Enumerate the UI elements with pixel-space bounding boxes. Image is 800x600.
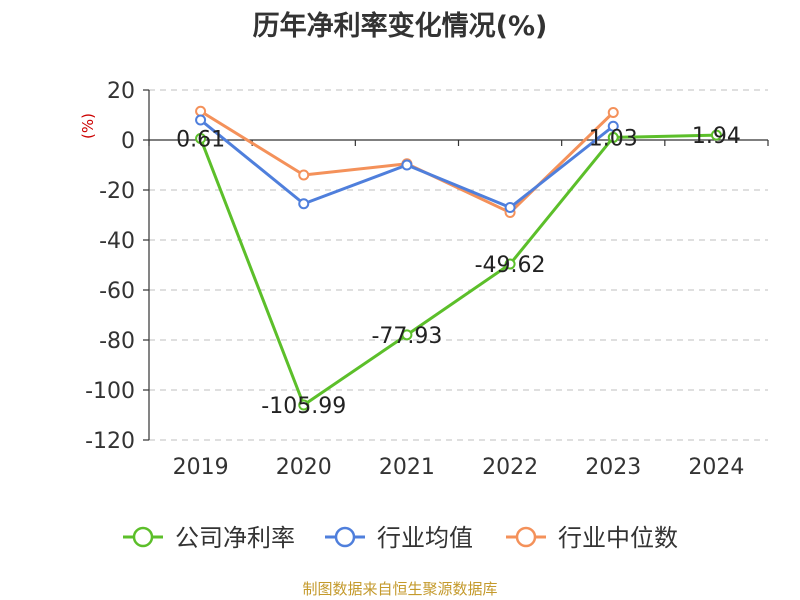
series-line: [199, 133, 717, 407]
y-tick-label: -20: [99, 179, 135, 204]
data-label: 0.61: [176, 127, 225, 152]
y-tick-label: 20: [107, 79, 135, 104]
data-label: -77.93: [371, 324, 442, 349]
data-label: -49.62: [475, 253, 546, 278]
legend-label: 公司净利率: [175, 524, 295, 552]
data-point: [298, 198, 310, 210]
data-label: 1.03: [589, 126, 638, 151]
y-tick-label: -60: [99, 279, 135, 304]
data-point: [195, 132, 207, 144]
y-tick-label: -120: [85, 429, 135, 454]
data-point: [195, 105, 207, 117]
legend-label: 行业均值: [377, 524, 473, 552]
chart-title: 历年净利率变化情况(%): [252, 11, 548, 42]
data-label: 1.94: [692, 124, 741, 149]
legend-marker: [132, 526, 154, 548]
legend-label: 行业中位数: [558, 524, 678, 552]
data-point: [298, 399, 310, 411]
data-point: [504, 202, 516, 213]
data-label: -105.99: [261, 394, 346, 419]
legend-marker: [515, 526, 537, 548]
data-point: [401, 159, 413, 171]
y-tick-label: -80: [99, 329, 135, 354]
x-tick-label: 2019: [173, 455, 229, 480]
data-point: [195, 114, 207, 126]
data-point: [607, 120, 619, 132]
data-point: [298, 169, 310, 181]
legend-marker: [334, 526, 356, 548]
y-tick-label: -40: [99, 229, 135, 254]
x-tick-label: 2022: [482, 455, 538, 480]
source-note: 制图数据来自恒生聚源数据库: [302, 580, 498, 598]
x-tick-label: 2024: [688, 455, 744, 480]
y-axis-label: (%): [79, 113, 97, 139]
data-point: [710, 129, 722, 141]
y-tick-label: -100: [85, 379, 135, 404]
y-tick-label: 0: [121, 129, 135, 154]
data-point: [504, 258, 516, 270]
data-point: [607, 131, 619, 143]
x-tick-label: 2020: [276, 455, 332, 480]
data-point: [607, 107, 619, 118]
x-tick-label: 2023: [585, 455, 641, 480]
data-point: [401, 329, 413, 341]
x-tick-label: 2021: [379, 455, 435, 480]
